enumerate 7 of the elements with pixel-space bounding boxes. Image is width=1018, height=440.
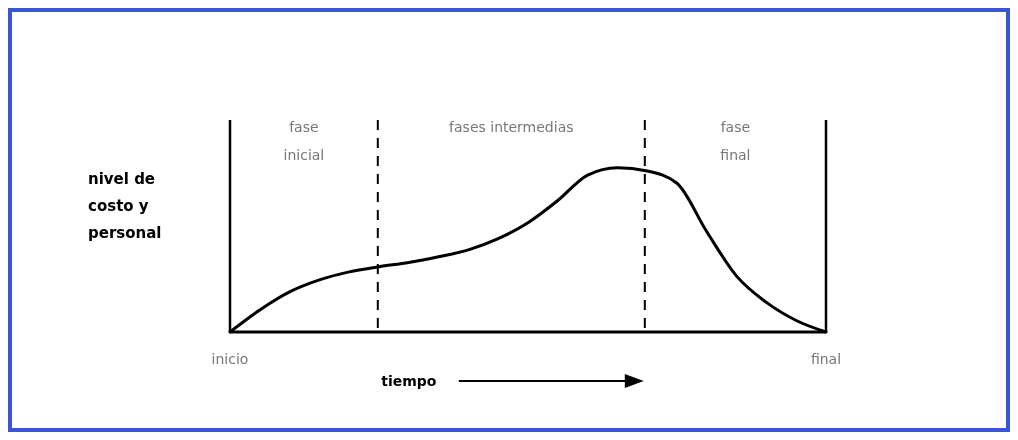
text: fase final [720, 119, 751, 163]
text: fase inicial [283, 119, 325, 163]
x-tick-label: inicio [211, 351, 249, 367]
text: fases intermedias [449, 119, 574, 135]
y-axis-title: nivel de costo y personal [88, 170, 162, 242]
x-tick-label: final [810, 351, 842, 367]
x-axis-title: tiempo [381, 373, 437, 389]
